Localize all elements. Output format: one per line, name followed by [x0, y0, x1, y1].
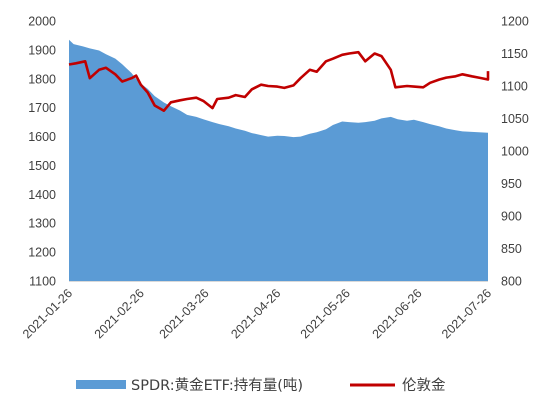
left-tick-label-8: 1900 — [28, 43, 56, 57]
plot-area — [68, 39, 490, 281]
right-tick-label-0: 800 — [501, 275, 522, 289]
right-tick-label-5: 1050 — [501, 112, 529, 126]
x-tick-label-5: 2021-06-26 — [370, 286, 425, 341]
x-axis: 2021-01-26 2021-02-26 2021-03-26 2021-04-26… — [20, 281, 494, 341]
x-tick-label-1: 2021-02-26 — [92, 286, 147, 341]
x-tick-label-6: 2021-07-26 — [439, 286, 494, 341]
legend-label-line: 伦敦金 — [402, 377, 446, 394]
x-tick-label-2: 2021-03-26 — [157, 286, 212, 341]
left-tick-label-7: 1800 — [28, 72, 56, 86]
left-tick-label-1: 1200 — [28, 246, 56, 260]
left-axis: 1100 1200 1300 1400 1500 1600 1700 1800 1900 2000 — [28, 15, 56, 289]
right-tick-label-7: 1150 — [501, 47, 528, 61]
right-tick-label-4: 1000 — [501, 145, 529, 159]
x-tick-label-0: 2021-01-26 — [20, 286, 75, 341]
left-tick-label-9: 2000 — [28, 15, 56, 29]
right-tick-label-8: 1200 — [501, 15, 529, 29]
left-tick-label-2: 1300 — [28, 217, 56, 231]
left-tick-label-5: 1600 — [28, 130, 56, 144]
left-tick-label-0: 1100 — [29, 275, 56, 289]
left-tick-label-6: 1700 — [28, 101, 56, 115]
line-series-london-gold — [68, 50, 490, 112]
left-tick-label-3: 1400 — [28, 188, 56, 202]
left-tick-label-4: 1500 — [28, 159, 56, 173]
x-tick-label-4: 2021-05-26 — [298, 286, 353, 341]
legend: SPDR:黄金ETF:持有量(吨) 伦敦金 — [76, 377, 446, 394]
legend-label-area: SPDR:黄金ETF:持有量(吨) — [131, 377, 303, 394]
right-tick-label-2: 900 — [501, 210, 522, 224]
legend-swatch-area — [76, 380, 126, 389]
right-tick-label-3: 950 — [501, 177, 522, 191]
x-tick-label-3: 2021-04-26 — [228, 286, 283, 341]
right-tick-label-6: 1100 — [501, 80, 528, 94]
right-axis: 800 850 900 950 1000 1050 1100 1150 1200 — [501, 15, 529, 289]
right-tick-label-1: 850 — [501, 242, 522, 256]
area-series-spdr — [69, 39, 488, 281]
